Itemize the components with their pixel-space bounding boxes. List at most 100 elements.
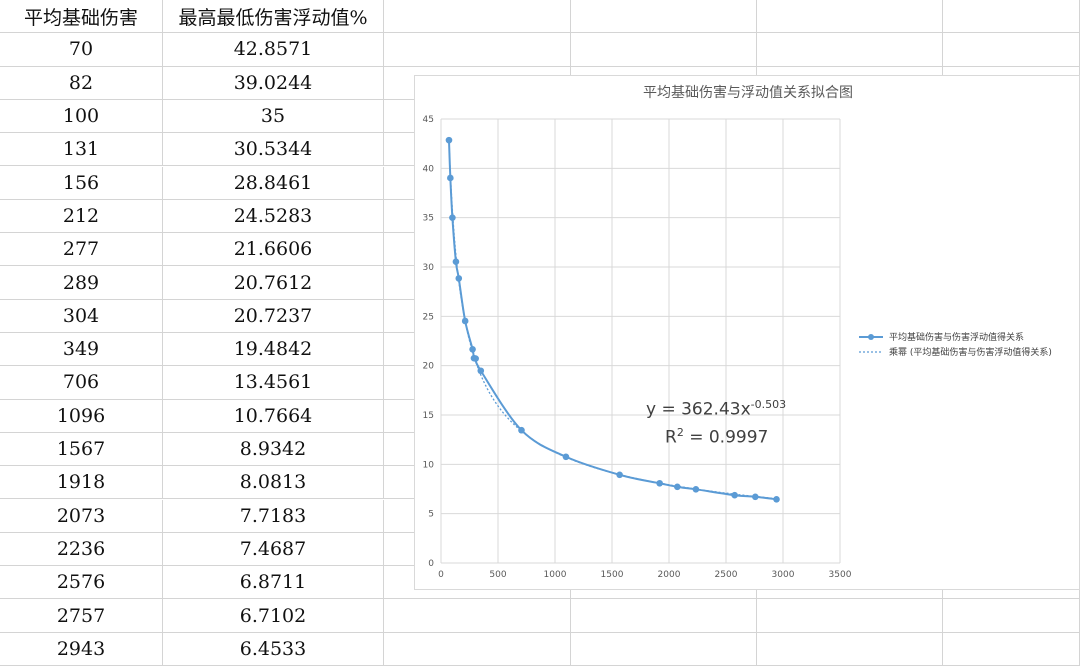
empty-cell[interactable] (943, 599, 1080, 633)
cell-float-value[interactable]: 42.8571 (163, 33, 384, 67)
cell-float-value[interactable]: 30.5344 (163, 133, 384, 167)
cell-float-value[interactable]: 28.8461 (163, 166, 384, 200)
x-tick-label: 2500 (715, 570, 738, 580)
empty-cell[interactable] (384, 599, 571, 633)
x-tick-label: 3500 (829, 570, 852, 580)
cell-float-value[interactable]: 20.7612 (163, 266, 384, 300)
y-tick-label: 45 (423, 115, 434, 125)
empty-cell[interactable] (571, 33, 757, 67)
data-point (518, 426, 525, 434)
legend-label-series: 平均基础伤害与伤害浮动值得关系 (889, 333, 1025, 343)
cell-base-damage[interactable]: 70 (0, 33, 163, 67)
empty-cell[interactable] (757, 632, 943, 666)
empty-cell[interactable] (384, 0, 571, 34)
legend-item-trendline: 乘幂 (平均基础伤害与伤害浮动值得关系) (859, 344, 1052, 359)
data-point (773, 496, 780, 503)
cell-base-damage[interactable]: 349 (0, 333, 163, 367)
cell-float-value[interactable]: 7.4687 (163, 532, 384, 567)
y-tick-label: 5 (428, 510, 434, 520)
data-point (452, 258, 460, 266)
data-point (751, 493, 759, 501)
x-tick-label: 0 (438, 570, 444, 580)
data-point (616, 471, 623, 479)
r2-base: R (665, 427, 677, 448)
cell-float-value[interactable]: 19.4842 (163, 333, 384, 367)
cell-float-value[interactable]: 6.8711 (163, 566, 384, 600)
cell-base-damage[interactable]: 277 (0, 233, 163, 267)
cell-float-value[interactable]: 13.4561 (163, 366, 384, 400)
empty-cell[interactable] (943, 33, 1080, 67)
data-point (447, 174, 454, 182)
cell-base-damage[interactable]: 100 (0, 99, 163, 134)
empty-cell[interactable] (943, 632, 1080, 666)
y-tick-label: 40 (423, 164, 435, 174)
cell-base-damage[interactable]: 2943 (0, 632, 163, 666)
cell-base-damage[interactable]: 289 (0, 266, 163, 300)
data-point (731, 491, 738, 499)
data-point (477, 367, 485, 375)
cell-float-value[interactable]: 6.7102 (163, 599, 384, 633)
cell-base-damage[interactable]: 706 (0, 366, 163, 400)
trendline-equation: y = 362.43x-0.503 (646, 398, 786, 420)
cell-float-value[interactable]: 20.7237 (163, 299, 384, 333)
x-tick-label: 3000 (772, 570, 795, 580)
cell-base-damage[interactable]: 1918 (0, 466, 163, 500)
y-tick-label: 30 (423, 263, 435, 273)
y-tick-label: 20 (423, 362, 435, 372)
x-tick-label: 1500 (601, 570, 624, 580)
y-tick-label: 35 (423, 214, 434, 224)
cell-float-value[interactable]: 7.7183 (163, 499, 384, 533)
x-tick-label: 1000 (544, 570, 567, 580)
cell-base-damage[interactable]: 2073 (0, 499, 163, 533)
x-tick-label: 500 (489, 570, 506, 580)
column-header-2[interactable]: 最高最低伤害浮动值% (163, 0, 384, 34)
empty-cell[interactable] (571, 0, 757, 34)
cell-float-value[interactable]: 10.7664 (163, 399, 384, 433)
chart-legend: 平均基础伤害与伤害浮动值得关系 乘幂 (平均基础伤害与伤害浮动值得关系) (859, 329, 1052, 359)
data-point (455, 275, 463, 282)
data-point (472, 355, 479, 362)
cell-base-damage[interactable]: 212 (0, 199, 163, 234)
chart-title: 平均基础伤害与浮动值关系拟合图 (643, 85, 853, 101)
column-header-1[interactable]: 平均基础伤害 (0, 0, 163, 34)
data-point (445, 136, 453, 144)
chart-plot: 0 5 10 15 20 25 30 35 40 45 0 500 1000 1500 2000 2500 30… (423, 115, 852, 580)
y-tick-label: 0 (428, 559, 434, 569)
r2-exponent: 2 (676, 426, 684, 439)
cell-base-damage[interactable]: 82 (0, 66, 163, 100)
data-point (656, 479, 663, 487)
cell-base-damage[interactable]: 2576 (0, 566, 163, 600)
equation-exponent: -0.503 (750, 398, 787, 411)
cell-base-damage[interactable]: 131 (0, 133, 163, 167)
empty-cell[interactable] (384, 632, 571, 666)
empty-cell[interactable] (943, 0, 1080, 34)
cell-base-damage[interactable]: 2236 (0, 532, 163, 567)
cell-float-value[interactable]: 6.4533 (163, 632, 384, 666)
legend-marker-trendline (859, 347, 883, 357)
cell-float-value[interactable]: 8.0813 (163, 466, 384, 500)
cell-base-damage[interactable]: 1567 (0, 432, 163, 467)
empty-cell[interactable] (757, 599, 943, 633)
empty-cell[interactable] (384, 33, 571, 67)
cell-float-value[interactable]: 8.9342 (163, 432, 384, 467)
cell-float-value[interactable]: 21.6606 (163, 233, 384, 267)
empty-cell[interactable] (757, 0, 943, 34)
x-tick-label: 2000 (658, 570, 681, 580)
cell-float-value[interactable]: 24.5283 (163, 199, 384, 234)
cell-float-value[interactable]: 39.0244 (163, 66, 384, 100)
cell-base-damage[interactable]: 156 (0, 166, 163, 200)
equation-base: y = 362.43x (646, 399, 751, 420)
empty-cell[interactable] (571, 632, 757, 666)
cell-float-value[interactable]: 35 (163, 99, 384, 134)
legend-marker-series (859, 332, 883, 342)
cell-base-damage[interactable]: 1096 (0, 399, 163, 433)
data-point (469, 345, 476, 353)
chart-container[interactable]: 平均基础伤害与浮动值关系拟合图 0 5 10 15 20 25 30 35 40 45 0 500 10… (414, 75, 1080, 590)
empty-cell[interactable] (757, 33, 943, 67)
cell-base-damage[interactable]: 2757 (0, 599, 163, 633)
empty-cell[interactable] (571, 599, 757, 633)
cell-base-damage[interactable]: 304 (0, 299, 163, 333)
trendline-r-squared: R2 = 0.9997 (665, 426, 768, 448)
y-tick-label: 10 (423, 460, 435, 470)
data-point (461, 317, 469, 325)
